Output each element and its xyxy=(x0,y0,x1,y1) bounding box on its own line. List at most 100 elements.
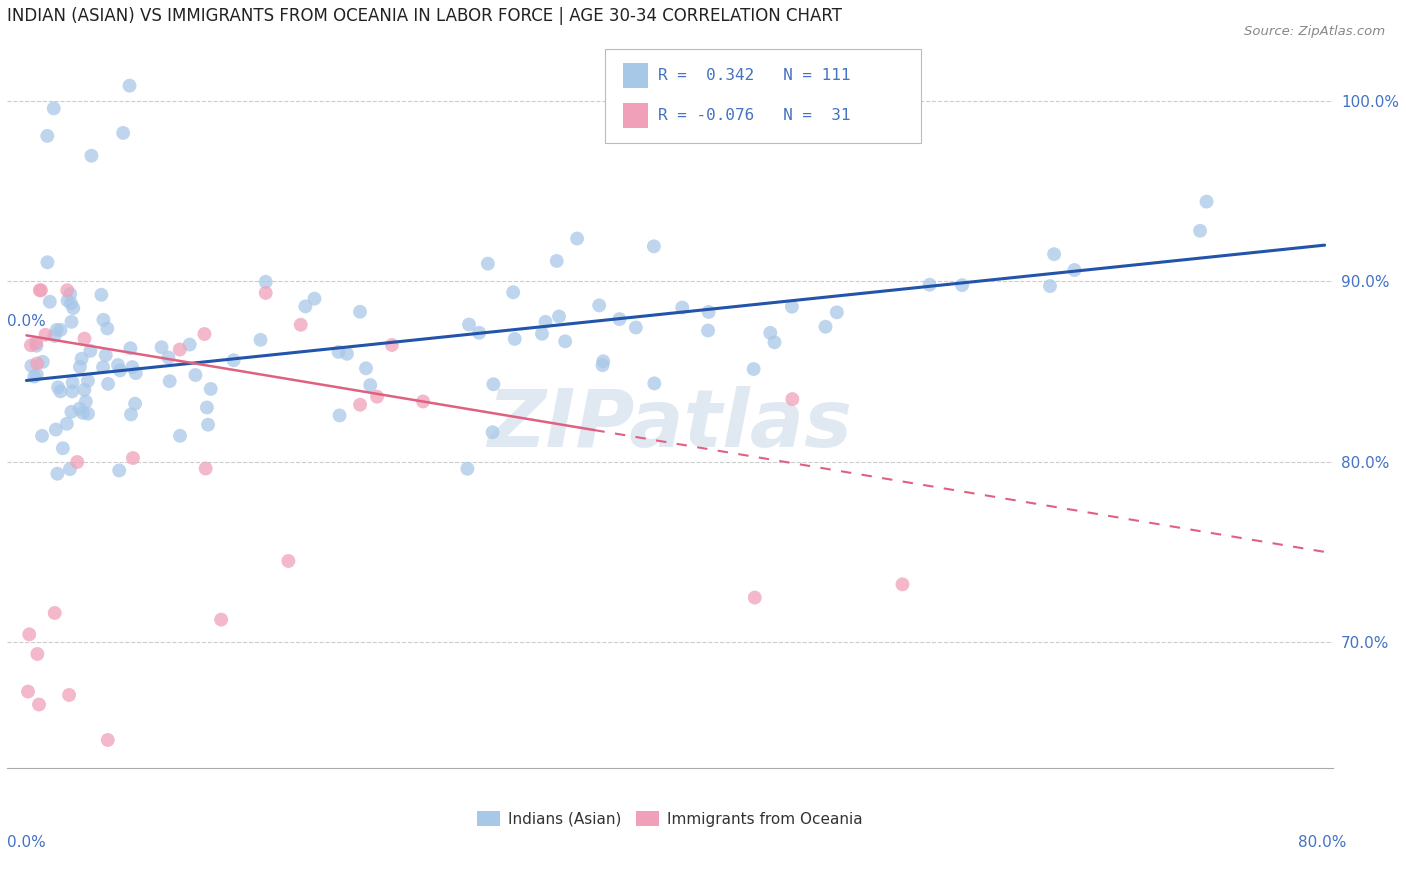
Point xyxy=(468,326,491,340)
Text: INDIAN (ASIAN) VS IMMIGRANTS FROM OCEANIA IN LABOR FORCE | AGE 30-34 CORRELATION: INDIAN (ASIAN) VS IMMIGRANTS FROM OCEANI… xyxy=(7,7,842,25)
Point xyxy=(381,338,404,352)
Text: 0.0%: 0.0% xyxy=(7,836,45,850)
Point xyxy=(90,287,112,301)
Point xyxy=(73,332,96,346)
Point xyxy=(1039,279,1062,293)
Point xyxy=(58,688,80,702)
Text: 0.0%: 0.0% xyxy=(7,314,45,329)
Point xyxy=(249,333,271,347)
Text: ZIPatlas: ZIPatlas xyxy=(488,386,852,464)
Point xyxy=(481,425,503,440)
Point xyxy=(609,312,631,326)
Point xyxy=(20,359,42,373)
Point xyxy=(107,358,129,372)
Point xyxy=(27,647,49,661)
Point xyxy=(624,320,647,334)
Point xyxy=(97,376,120,391)
Point xyxy=(108,463,131,477)
Point xyxy=(44,606,66,620)
Point xyxy=(825,305,848,319)
Point xyxy=(359,378,381,392)
Point xyxy=(193,326,215,341)
Point xyxy=(59,287,82,301)
Point xyxy=(1189,224,1212,238)
Point xyxy=(744,591,766,605)
Point xyxy=(122,450,145,465)
Point xyxy=(45,423,67,437)
Point xyxy=(56,283,79,297)
Point xyxy=(354,361,377,376)
Point xyxy=(60,315,83,329)
Point xyxy=(31,429,53,443)
Point xyxy=(62,301,84,315)
Point xyxy=(349,305,371,319)
Point xyxy=(412,394,434,409)
Point xyxy=(30,283,52,297)
Point xyxy=(59,462,82,476)
Point xyxy=(169,429,191,443)
Point xyxy=(60,405,83,419)
Point xyxy=(697,324,720,338)
Point xyxy=(120,408,142,422)
Point xyxy=(22,369,45,384)
Point xyxy=(125,366,148,380)
Point xyxy=(20,338,42,352)
Text: R =  0.342   N = 111: R = 0.342 N = 111 xyxy=(658,69,851,83)
Point xyxy=(169,343,191,357)
Point xyxy=(37,255,59,269)
Point xyxy=(304,292,326,306)
Point xyxy=(349,398,371,412)
Point xyxy=(49,384,72,399)
Point xyxy=(97,733,120,747)
Point xyxy=(502,285,524,300)
Point xyxy=(671,301,693,315)
Point xyxy=(42,102,65,116)
Point xyxy=(290,318,312,332)
Point xyxy=(69,359,91,374)
Point xyxy=(592,358,614,372)
Point xyxy=(918,277,941,292)
Point xyxy=(1195,194,1218,209)
Point xyxy=(69,401,91,416)
Point xyxy=(366,390,388,404)
Point xyxy=(588,298,610,312)
Point xyxy=(77,374,100,388)
Point xyxy=(49,323,72,337)
Point xyxy=(277,554,299,568)
Point xyxy=(1043,247,1066,261)
Point xyxy=(60,296,83,310)
Point xyxy=(31,355,53,369)
Point xyxy=(503,332,526,346)
Point xyxy=(120,341,142,355)
Point xyxy=(77,407,100,421)
Point xyxy=(28,283,51,297)
Point xyxy=(52,442,75,456)
Point xyxy=(179,337,201,351)
Point xyxy=(62,376,84,390)
Point xyxy=(697,305,720,319)
Point xyxy=(34,327,56,342)
Point xyxy=(46,467,69,481)
Point xyxy=(118,78,141,93)
Point xyxy=(96,321,118,335)
Text: Source: ZipAtlas.com: Source: ZipAtlas.com xyxy=(1244,25,1385,38)
Point xyxy=(79,343,101,358)
Point xyxy=(254,285,277,300)
Point xyxy=(37,128,59,143)
Point xyxy=(46,380,69,394)
Point xyxy=(643,239,665,253)
Point xyxy=(195,401,218,415)
Point xyxy=(66,455,89,469)
Point xyxy=(94,348,117,362)
Point xyxy=(1063,263,1085,277)
Point xyxy=(80,149,103,163)
Point xyxy=(209,613,232,627)
Point xyxy=(44,329,66,343)
Legend: Indians (Asian), Immigrants from Oceania: Indians (Asian), Immigrants from Oceania xyxy=(477,811,862,827)
Point xyxy=(477,257,499,271)
Point xyxy=(93,313,115,327)
Point xyxy=(643,376,665,391)
Point xyxy=(73,383,96,397)
Point xyxy=(184,368,207,382)
Point xyxy=(759,326,782,340)
